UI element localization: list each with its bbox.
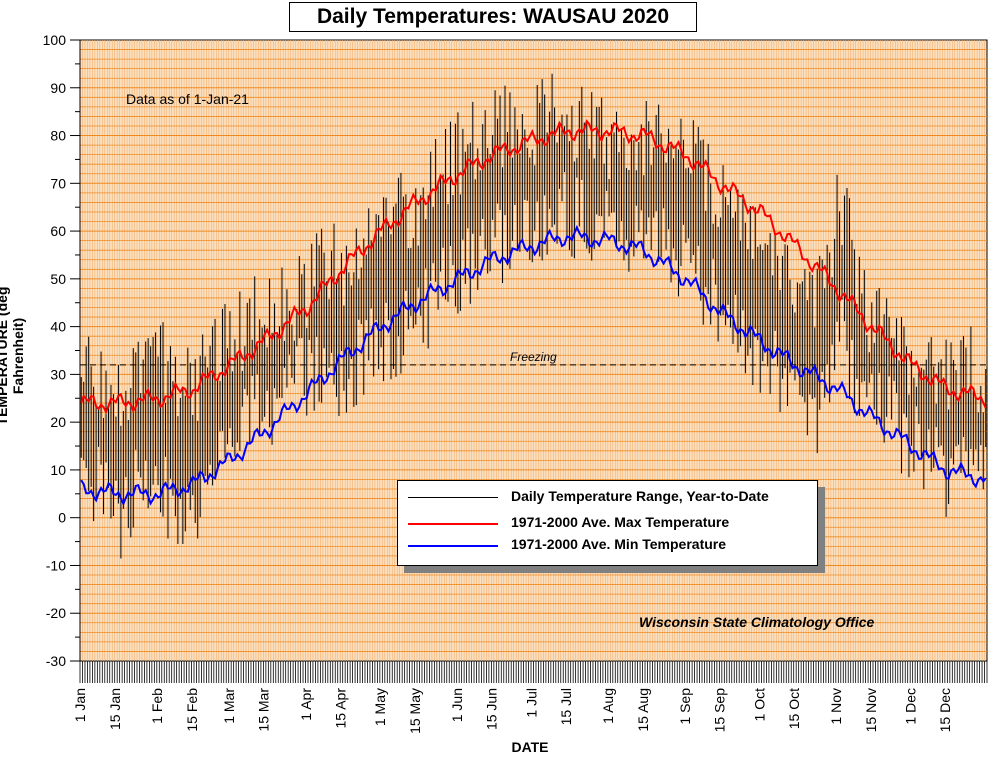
avg-max-line [80,119,987,415]
legend-label-min: 1971-2000 Ave. Min Temperature [511,536,727,552]
x-tick-label: 1 Aug [600,688,616,724]
y-tick-label: 20 [50,414,66,430]
y-tick-label: 0 [58,510,66,526]
y-tick-label: 100 [43,32,67,48]
x-tick-label: 1 Jun [449,688,465,722]
legend-swatch-min [408,545,498,547]
source-credit: Wisconsin State Climatology Office [639,614,875,630]
legend-item-range: Daily Temperature Range, Year-to-Date [408,487,808,509]
x-tick-label: 1 Jul [523,688,539,718]
x-tick-label: 1 Nov [828,688,844,725]
data-as-of-note: Data as of 1-Jan-21 [126,91,249,107]
x-axis: 1 Jan 15 Jan 1 Feb 15 Feb 1 Mar 15 Mar 1 Apr 15… [72,661,988,734]
average-lines [80,119,987,507]
x-tick-label: 15 Jan [107,688,123,730]
x-tick-label: 15 May [407,688,423,734]
legend-item-min: 1971-2000 Ave. Min Temperature [408,535,808,557]
y-tick-label: 60 [50,223,66,239]
x-tick-label: 1 Oct [751,688,767,722]
legend-label-max: 1971-2000 Ave. Max Temperature [511,514,730,530]
x-tick-label: 1 Mar [221,688,237,724]
x-tick-label: 1 May [372,688,388,726]
y-tick-label: 70 [50,175,66,191]
x-tick-label: 15 Feb [184,688,200,732]
x-tick-label: 15 Apr [332,688,348,729]
freezing-label: Freezing [510,350,557,364]
x-tick-label: 15 Mar [256,688,272,732]
y-axis-label: TEMPERATURE (deg Fahrenheit) [0,286,26,426]
x-tick-label: 15 Sep [712,688,728,733]
freezing-line: Freezing [80,350,987,366]
y-tick-label: 50 [50,271,66,287]
y-tick-label: 10 [50,462,66,478]
y-axis: -30 -20 -10 0 10 20 30 40 50 60 70 80 90 100 [43,32,81,669]
x-tick-label: 15 Jul [558,688,574,725]
x-tick-label: 1 Apr [298,688,314,721]
legend-item-max: 1971-2000 Ave. Max Temperature [408,513,808,535]
chart-title: Daily Temperatures: WAUSAU 2020 [289,2,697,32]
x-tick-label: 15 Oct [786,688,802,729]
x-tick-label: 15 Nov [863,688,879,732]
y-tick-label: 90 [50,80,66,96]
daily-range-bars [80,73,987,559]
y-tick-label: -20 [46,605,66,621]
x-tick-label: 1 Sep [677,688,693,725]
x-tick-label: 15 Dec [937,688,953,732]
avg-min-line [80,224,987,507]
x-tick-label: 1 Feb [149,688,165,724]
y-tick-label: -30 [46,653,66,669]
legend: Daily Temperature Range, Year-to-Date 19… [397,480,818,566]
legend-swatch-range [408,497,498,498]
legend-label-range: Daily Temperature Range, Year-to-Date [511,488,769,504]
y-tick-label: 80 [50,128,66,144]
x-axis-label: DATE [511,739,549,755]
x-tick-label: 15 Aug [635,688,651,732]
y-tick-label: 30 [50,366,66,382]
x-tick-label: 1 Jan [72,688,88,722]
legend-swatch-max [408,523,498,525]
x-tick-label: 1 Dec [902,688,918,725]
y-tick-label: 40 [50,319,66,335]
y-tick-label: -10 [46,557,66,573]
x-tick-label: 15 Jun [484,688,500,730]
